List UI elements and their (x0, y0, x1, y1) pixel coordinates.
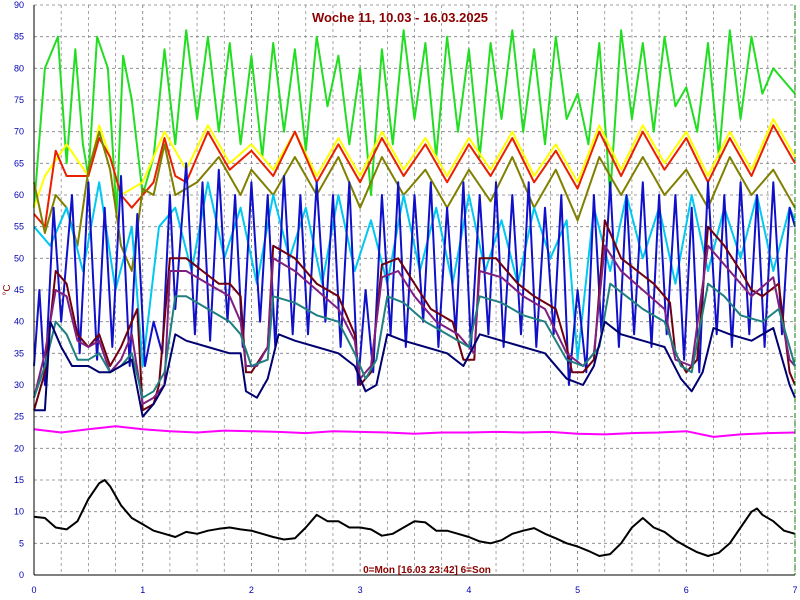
x-tick-label: 0 (31, 585, 36, 595)
chart-footer: 0=Mon [16.03 23:42] 6=Son (363, 565, 491, 576)
y-tick-label: 5 (19, 538, 24, 548)
y-tick-label: 30 (14, 380, 24, 390)
x-tick-label: 7 (792, 585, 797, 595)
x-tick-label: 2 (249, 585, 254, 595)
y-tick-label: 10 (14, 507, 24, 517)
series-line-9 (33, 282, 796, 399)
y-tick-label: 40 (14, 317, 24, 327)
y-axis-label: °C (2, 284, 13, 295)
y-tick-label: 60 (14, 190, 24, 200)
axes (33, 5, 796, 576)
y-tick-label: 75 (14, 95, 24, 105)
x-tick-label: 3 (358, 585, 363, 595)
series-line-12 (33, 479, 796, 557)
series-line-10 (34, 320, 796, 418)
y-tick-label: 80 (14, 63, 24, 73)
y-tick-label: 15 (14, 475, 24, 485)
y-tick-label: 25 (14, 412, 24, 422)
chart-title: Woche 11, 10.03 - 16.03.2025 (312, 10, 488, 25)
y-tick-label: 70 (14, 127, 24, 137)
y-tick-label: 65 (14, 158, 24, 168)
y-tick-label: 0 (19, 570, 24, 580)
y-tick-label: 50 (14, 253, 24, 263)
series-line-7 (33, 219, 796, 412)
y-tick-label: 45 (14, 285, 24, 295)
x-tick-label: 5 (575, 585, 580, 595)
y-tick-label: 90 (14, 0, 24, 10)
series-line-6 (33, 162, 796, 386)
series-line-2 (33, 118, 796, 209)
series-line-11 (33, 425, 796, 438)
y-tick-label: 35 (14, 348, 24, 358)
series-line-3 (33, 124, 796, 228)
y-tick-label: 55 (14, 222, 24, 232)
series-layer (33, 29, 796, 557)
x-tick-label: 6 (684, 585, 689, 595)
x-tick-label: 1 (140, 585, 145, 595)
x-tick-label: 4 (466, 585, 471, 595)
y-tick-label: 20 (14, 443, 24, 453)
series-line-4 (33, 130, 796, 272)
y-tick-label: 85 (14, 32, 24, 42)
